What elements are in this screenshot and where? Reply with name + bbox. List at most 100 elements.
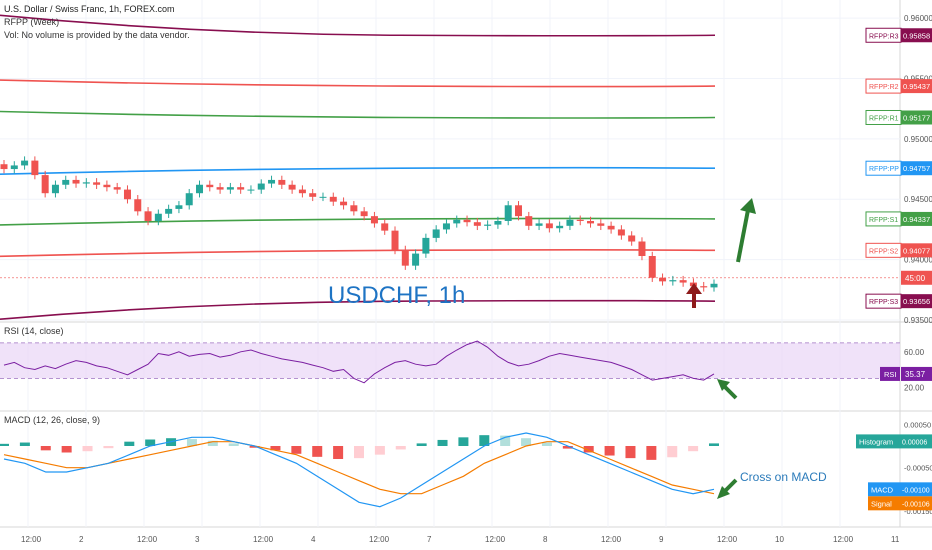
price-tick-label: 0.94500	[904, 195, 932, 204]
macd-histogram-bar	[312, 446, 323, 457]
candle-body	[638, 241, 646, 256]
pivot-tag-value-box	[901, 79, 932, 94]
candle-body	[350, 205, 358, 212]
pivot-tag-value-box	[901, 211, 932, 226]
macd-histogram-bar	[0, 443, 9, 446]
candle-body	[535, 223, 543, 226]
candle-body	[41, 175, 49, 194]
macd-histogram-bar	[374, 446, 385, 455]
macd-histogram-bar	[19, 442, 30, 446]
current-price-tag	[901, 270, 932, 285]
signal-tag-label-box	[868, 496, 901, 511]
candle-body	[587, 220, 595, 224]
macd-histogram-bar	[354, 446, 364, 459]
macd-hist-tag-value: 0.00006	[902, 439, 927, 446]
candle-body	[463, 219, 471, 223]
candle-body	[237, 187, 245, 190]
candle-body	[134, 199, 142, 212]
pivot-tag-label: RFPP:S1	[869, 217, 898, 224]
time-tick-label: 12:00	[137, 535, 158, 544]
macd-tag-label-box	[868, 482, 901, 497]
rsi-band-fill	[0, 342, 900, 379]
candle-body	[288, 184, 296, 190]
candle-body	[514, 205, 522, 217]
rsi-pointer-arrow-head	[717, 379, 730, 391]
macd-tag-label: MACD	[871, 485, 894, 494]
candle-body	[278, 179, 286, 185]
candle-body	[10, 165, 18, 170]
current-price-tag-text: 45:00	[905, 274, 926, 283]
pivot-tag-label: RFPP:PP	[869, 166, 899, 173]
pivot-tag-label: RFPP:S2	[869, 248, 898, 255]
time-tick-label: 12:00	[601, 535, 622, 544]
rsi-tag-label: RSI	[884, 370, 897, 379]
candle-body	[82, 182, 90, 184]
candle-body	[319, 196, 327, 198]
rsi-title: RSI (14, close)	[4, 326, 64, 336]
rsi-line	[3, 340, 715, 384]
volume-note: Vol: No volume is provided by the data v…	[4, 30, 190, 40]
main-annotation: USDCHF, 1h	[328, 282, 466, 309]
candle-body	[545, 223, 553, 229]
pivot-tag-value: 0.94077	[903, 246, 930, 255]
candle-body	[257, 183, 265, 190]
macd-histogram-bar	[291, 446, 302, 454]
candle-body	[93, 182, 101, 185]
time-tick-label: 12:00	[21, 535, 42, 544]
pivot-tag-label: RFPP:R2	[869, 84, 899, 91]
macd-histogram-bar	[82, 446, 93, 452]
candle-body	[113, 187, 121, 190]
macd-hist-tag-value-box	[901, 434, 932, 449]
rsi-tag-label-box	[880, 366, 900, 381]
macd-histogram-bar	[562, 446, 573, 449]
rsi-tag-value: 35.37	[905, 370, 926, 379]
macd-histogram-bar	[688, 446, 699, 452]
pivot-line-r3	[0, 14, 716, 37]
time-tick-label: 12:00	[369, 535, 390, 544]
candle-body	[31, 160, 39, 176]
chart-title: U.S. Dollar / Swiss Franc, 1h, FOREX.com	[4, 4, 175, 14]
red-up-arrow-head	[686, 283, 702, 294]
signal-tag-value-box	[901, 496, 932, 511]
macd-histogram-bar	[625, 446, 636, 459]
candle-body	[154, 213, 162, 221]
candle-body	[422, 237, 430, 254]
price-tick-label: 0.94000	[904, 256, 932, 265]
macd-histogram-bar	[249, 446, 260, 448]
macd-histogram-bar	[228, 443, 239, 446]
macd-signal-line	[3, 441, 715, 495]
axis-tags: RFPP:R3 0.95858 RFPP:R2 0.95437 RFPP:R1 0.951…	[856, 27, 932, 511]
pivot-tag-value: 0.94757	[903, 164, 930, 173]
time-tick-label: 4	[311, 535, 316, 544]
price-candles	[0, 156, 718, 292]
pivot-tag-value: 0.94337	[903, 215, 930, 224]
macd-tick-label: -0.00150	[904, 507, 932, 516]
candle-body	[360, 211, 368, 217]
candle-body	[453, 219, 461, 224]
candle-body	[175, 205, 183, 209]
candle-body	[206, 184, 214, 188]
price-tick-label: 0.95500	[904, 74, 932, 83]
candle-body	[247, 189, 255, 191]
candle-body	[432, 229, 440, 238]
green-up-arrow	[736, 209, 750, 263]
price-tick-label: 0.93500	[904, 316, 932, 325]
macd-pane	[0, 432, 719, 508]
price-tick-label: 0.96000	[904, 14, 932, 23]
candle-body	[144, 211, 152, 221]
candle-body	[165, 208, 173, 214]
macd-histogram-bar	[124, 441, 135, 446]
candle-body	[21, 160, 29, 166]
pivot-line-s3	[0, 299, 716, 320]
pivot-tag-label: RFPP:R1	[869, 115, 899, 122]
time-tick-label: 12:00	[833, 535, 854, 544]
grid	[0, 0, 900, 527]
macd-histogram-bar	[416, 443, 427, 446]
candle-body	[576, 219, 584, 221]
signal-tag-label: Signal	[871, 499, 892, 508]
macd-histogram-bar	[541, 442, 552, 446]
pivot-line-r2	[0, 79, 716, 88]
rsi-tick-label: 20.00	[904, 383, 925, 392]
macd-histogram-bar	[479, 435, 490, 446]
